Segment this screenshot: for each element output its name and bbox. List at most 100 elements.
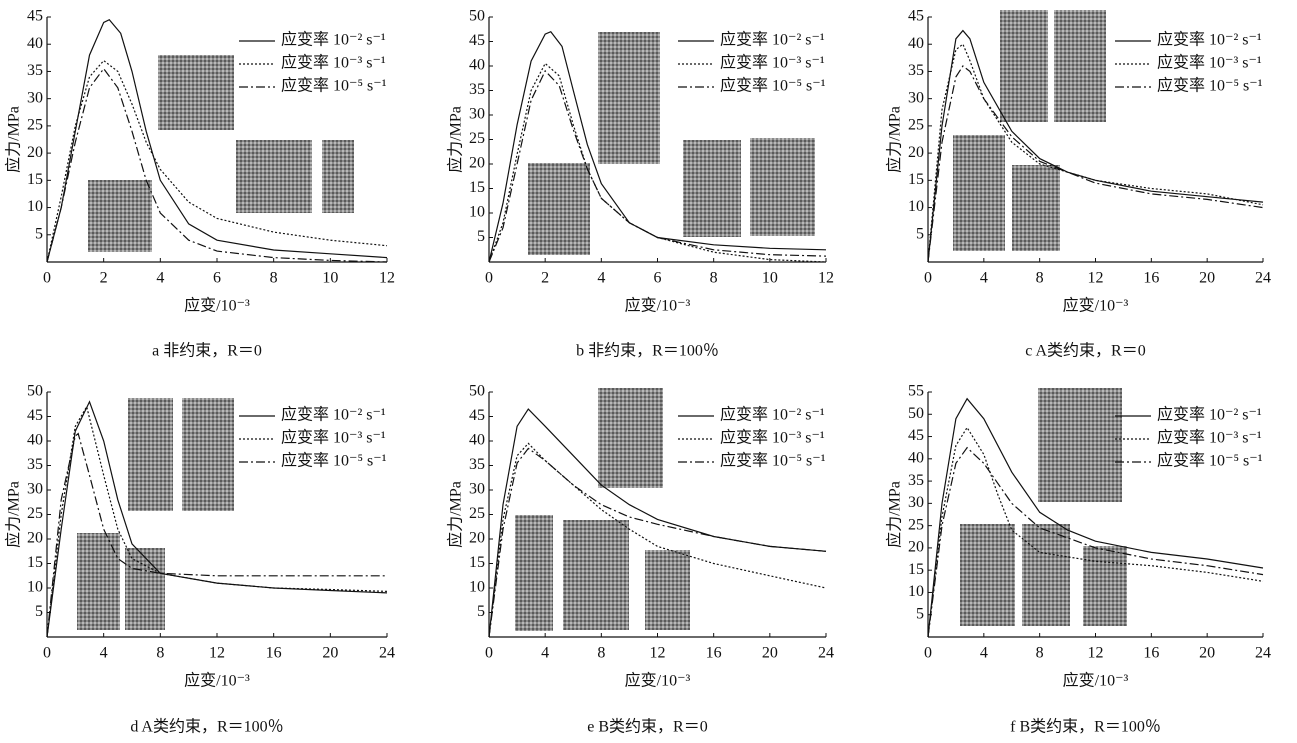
y-tick-label: 45 (908, 427, 924, 444)
photo (88, 180, 152, 252)
y-tick-label: 20 (27, 144, 43, 161)
y-axis-label: 应力/MPa (4, 481, 23, 548)
x-tick-label: 2 (100, 270, 108, 287)
y-axis-label: 应力/MPa (885, 481, 904, 548)
x-tick-label: 10 (322, 270, 338, 287)
y-tick-label: 30 (27, 481, 43, 498)
y-tick-label: 25 (908, 117, 924, 134)
y-tick-label: 5 (35, 603, 43, 620)
photo (683, 140, 741, 237)
x-tick-label: 12 (818, 270, 834, 287)
panel: 0 4 8 12 16 20 24 5 10 15 20 25 30 35 40 45 应变/10⁻³ 应力/MP… (885, 8, 1271, 360)
data-line (927, 426, 1264, 638)
data-line (488, 447, 827, 638)
y-tick-label: 35 (908, 62, 924, 79)
y-tick-label: 50 (908, 405, 924, 422)
y-tick-label: 5 (477, 228, 485, 245)
x-tick-label: 12 (1088, 270, 1104, 287)
x-tick-label: 12 (209, 645, 225, 662)
y-tick-label: 45 (469, 32, 485, 49)
y-tick-label: 35 (27, 456, 43, 473)
photo (563, 520, 629, 630)
y-tick-label: 10 (27, 198, 43, 215)
photo (645, 550, 690, 630)
x-tick-label: 10 (762, 270, 778, 287)
x-tick-label: 0 (924, 270, 932, 287)
data-line (488, 30, 827, 263)
panel: 0 4 8 12 16 20 24 5 10 15 20 25 30 35 40 45 50 应变/10⁻³ 应力/… (4, 383, 395, 736)
y-tick-label: 30 (27, 89, 43, 106)
legend-label: 应变率 10⁻² s⁻¹ (720, 405, 825, 424)
photo (750, 138, 815, 236)
y-tick-label: 15 (469, 554, 485, 571)
x-tick-label: 8 (1036, 270, 1044, 287)
legend-label: 应变率 10⁻² s⁻¹ (281, 30, 386, 49)
y-tick-label: 40 (27, 432, 43, 449)
x-tick-label: 20 (322, 645, 338, 662)
data-line (927, 397, 1264, 638)
x-tick-label: 4 (980, 645, 988, 662)
y-tick-label: 40 (908, 449, 924, 466)
x-axis-label: 应变/10⁻³ (1063, 296, 1129, 315)
y-tick-label: 45 (908, 8, 924, 25)
y-tick-label: 20 (908, 144, 924, 161)
x-tick-label: 6 (213, 270, 221, 287)
photo (598, 32, 660, 164)
x-tick-label: 0 (485, 645, 493, 662)
photo (598, 388, 663, 488)
caption: e B类约束，R＝0 (587, 718, 707, 736)
y-tick-label: 15 (469, 179, 485, 196)
y-tick-label: 5 (916, 605, 924, 622)
photo (125, 548, 165, 630)
photo (1000, 10, 1048, 122)
photo (77, 533, 120, 630)
y-tick-label: 15 (908, 561, 924, 578)
photo (960, 524, 1015, 626)
x-axis-label: 应变/10⁻³ (625, 296, 691, 315)
legend-label: 应变率 10⁻³ s⁻¹ (1157, 428, 1262, 447)
legend-label: 应变率 10⁻³ s⁻¹ (1157, 53, 1262, 72)
y-axis-label: 应力/MPa (4, 106, 23, 173)
data-line (927, 446, 1264, 638)
panel: 0 4 8 12 16 20 24 5 10 15 20 25 30 35 40 45 50 应变/10⁻³ 应力/… (446, 383, 834, 736)
legend-label: 应变率 10⁻² s⁻¹ (1157, 30, 1262, 49)
caption: c A类约束，R＝0 (1025, 342, 1145, 360)
photo (1012, 165, 1060, 251)
x-axis-label: 应变/10⁻³ (184, 671, 250, 690)
y-tick-label: 20 (908, 539, 924, 556)
legend-label: 应变率 10⁻⁵ s⁻¹ (1157, 76, 1263, 95)
y-tick-label: 45 (27, 407, 43, 424)
caption: a 非约束，R＝0 (152, 342, 262, 360)
x-axis-label: 应变/10⁻³ (625, 671, 691, 690)
x-tick-label: 4 (100, 645, 108, 662)
caption: d A类约束，R＝100％ (130, 718, 283, 736)
y-tick-label: 40 (469, 432, 485, 449)
legend-label: 应变率 10⁻² s⁻¹ (1157, 405, 1262, 424)
y-tick-label: 35 (469, 456, 485, 473)
legend-label: 应变率 10⁻⁵ s⁻¹ (720, 76, 826, 95)
y-tick-label: 5 (35, 225, 43, 242)
caption: b 非约束，R＝100％ (576, 342, 719, 360)
specimen-photos (77, 10, 1127, 631)
x-tick-label: 8 (597, 645, 605, 662)
photo (1038, 388, 1122, 502)
y-tick-label: 40 (908, 35, 924, 52)
panel: 0 4 8 12 16 20 24 5 10 15 20 25 30 35 40 45 50 55 应变/10⁻³ 应… (885, 383, 1271, 736)
y-tick-label: 35 (908, 472, 924, 489)
data-line (46, 432, 387, 638)
x-tick-label: 24 (379, 645, 395, 662)
y-tick-label: 25 (469, 505, 485, 522)
legend-label: 应变率 10⁻² s⁻¹ (281, 405, 386, 424)
y-tick-label: 45 (469, 407, 485, 424)
photo (182, 398, 234, 511)
x-tick-label: 20 (1199, 645, 1215, 662)
data-line (488, 62, 827, 263)
x-tick-label: 2 (541, 270, 549, 287)
y-axis-label: 应力/MPa (446, 106, 465, 173)
x-tick-label: 0 (43, 645, 51, 662)
y-tick-label: 25 (27, 117, 43, 134)
photo (158, 55, 234, 130)
y-tick-label: 40 (469, 57, 485, 74)
data-line (927, 65, 1264, 263)
